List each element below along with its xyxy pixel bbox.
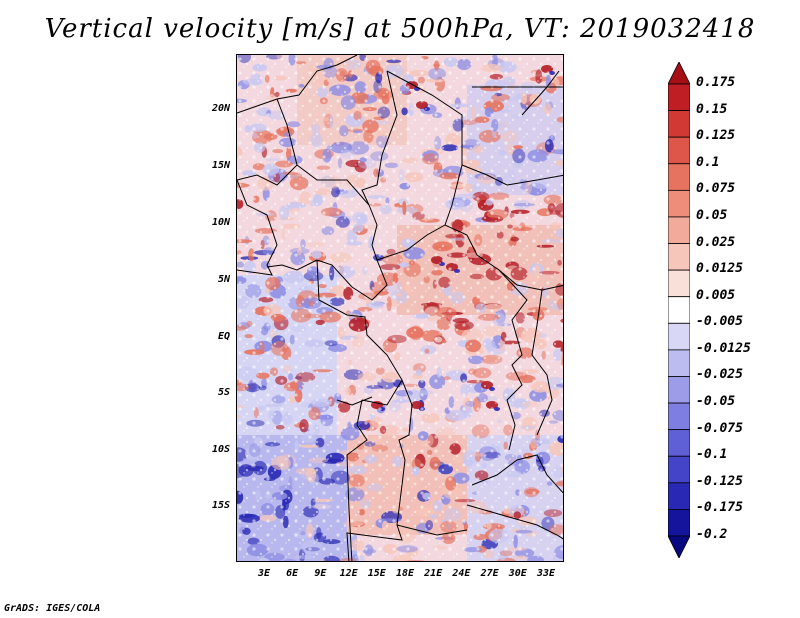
lat-label-15n: 15N [211,160,230,171]
colorbar-label: 0.125 [696,128,736,144]
colorbar-label: 0.1 [696,154,720,170]
chart-title: Vertical velocity [m/s] at 500hPa, VT: 2… [44,14,756,44]
colorbar-segment [668,83,690,111]
lon-label-6e: 6E [286,568,299,579]
colorbar-segment [668,110,690,138]
colorbar-label: -0.005 [696,314,743,330]
lat-label-10n: 10N [211,217,230,228]
colorbar-segment [668,402,690,431]
map-canvas [237,55,563,561]
country-boundaries [237,55,563,561]
colorbar-segment [668,136,690,165]
velocity-map [236,54,564,562]
colorbar-label: -0.05 [696,394,736,410]
lon-label-21e: 21E [424,568,443,579]
colorbar-segment [668,322,690,351]
colorbar-segment [668,163,690,191]
colorbar-segment [668,376,690,404]
colorbar-bottom-arrow [668,535,690,558]
colorbar-label: 0.075 [696,181,736,197]
lat-label-15s: 15S [211,500,230,511]
colorbar-label: 0.025 [696,234,736,250]
lon-label-24e: 24E [452,568,471,579]
lat-label-eq: EQ [217,331,230,342]
colorbar-segment [668,189,690,218]
colorbar-label: 0.175 [696,75,736,90]
colorbar-segment [668,349,690,377]
colorbar [668,62,690,558]
lon-label-9e: 9E [314,568,327,579]
lon-label-15e: 15E [367,568,386,579]
colorbar-segment [668,482,690,510]
lat-label-5s: 5S [217,387,230,398]
colorbar-label: -0.0125 [696,340,751,356]
colorbar-segment [668,216,690,244]
lon-label-12e: 12E [339,568,358,579]
colorbar-top-arrow [668,62,690,85]
colorbar-segment [668,269,690,298]
field-texture [237,55,563,561]
colorbar-label: 0.005 [696,287,736,303]
lat-label-5n: 5N [217,274,230,285]
lat-label-10s: 10S [211,444,230,455]
colorbar-label: -0.175 [696,500,743,516]
colorbar-segment [668,296,690,324]
footer-credit: GrADS: IGES/COLA [4,603,101,614]
colorbar-label: -0.1 [696,447,728,463]
colorbar-label: -0.125 [696,473,743,489]
lat-label-20n: 20N [211,103,230,114]
colorbar-label: 0.0125 [696,261,743,277]
colorbar-label: 0.05 [696,207,728,223]
lon-label-27e: 27E [480,568,499,579]
colorbar-label: -0.025 [696,367,743,383]
colorbar-label: -0.075 [696,420,743,436]
lon-label-33e: 33E [536,568,556,579]
colorbar-segment [668,243,690,271]
lon-label-3e: 3E [257,568,271,579]
colorbar-segment [668,429,690,457]
colorbar-label: 0.15 [696,101,728,117]
colorbar-segment [668,509,690,537]
colorbar-segment [668,455,690,484]
lon-label-30e: 30E [508,568,527,579]
colorbar-label: -0.2 [696,527,728,542]
lon-label-18e: 18E [395,568,415,579]
